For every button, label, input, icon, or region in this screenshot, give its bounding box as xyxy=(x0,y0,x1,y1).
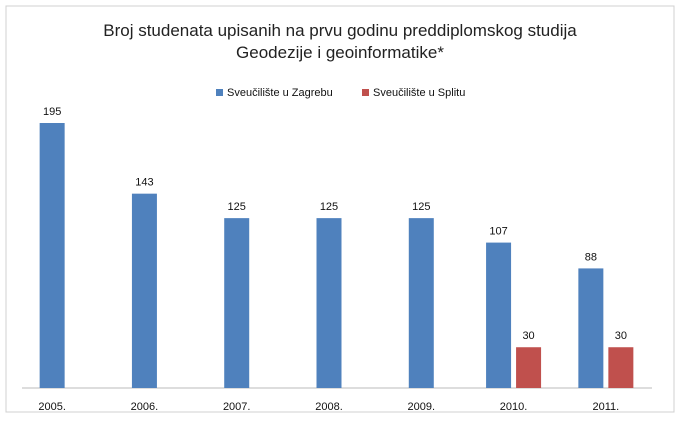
data-label: 125 xyxy=(228,201,246,213)
x-tick-label: 2011. xyxy=(592,401,619,413)
x-tick-label: 2006. xyxy=(131,401,159,413)
x-tick-label: 2007. xyxy=(223,401,251,413)
bar xyxy=(224,218,250,388)
bar xyxy=(608,347,634,388)
data-label: 30 xyxy=(615,330,627,342)
bar xyxy=(39,123,65,388)
bar xyxy=(408,218,434,388)
bar xyxy=(316,218,342,388)
data-label: 143 xyxy=(135,177,153,189)
data-label: 107 xyxy=(489,225,507,237)
data-label: 195 xyxy=(43,106,61,118)
legend-label: Sveučilište u Zagrebu xyxy=(227,87,333,99)
data-label: 125 xyxy=(320,201,338,213)
bar xyxy=(486,242,512,388)
bar xyxy=(516,347,542,388)
chart-title: Broj studenata upisanih na prvu godinu p… xyxy=(103,21,577,62)
data-label: 30 xyxy=(522,330,534,342)
legend-swatch xyxy=(216,89,223,96)
x-tick-label: 2009. xyxy=(408,401,436,413)
bar xyxy=(131,193,157,388)
bar xyxy=(578,268,604,388)
legend-label: Sveučilište u Splitu xyxy=(373,87,465,99)
data-label: 125 xyxy=(412,201,430,213)
x-tick-label: 2010. xyxy=(500,401,528,413)
chart-frame xyxy=(5,5,675,413)
legend-swatch xyxy=(362,89,369,96)
data-label: 88 xyxy=(585,251,597,263)
x-tick-label: 2008. xyxy=(315,401,343,413)
x-tick-label: 2005. xyxy=(38,401,66,413)
